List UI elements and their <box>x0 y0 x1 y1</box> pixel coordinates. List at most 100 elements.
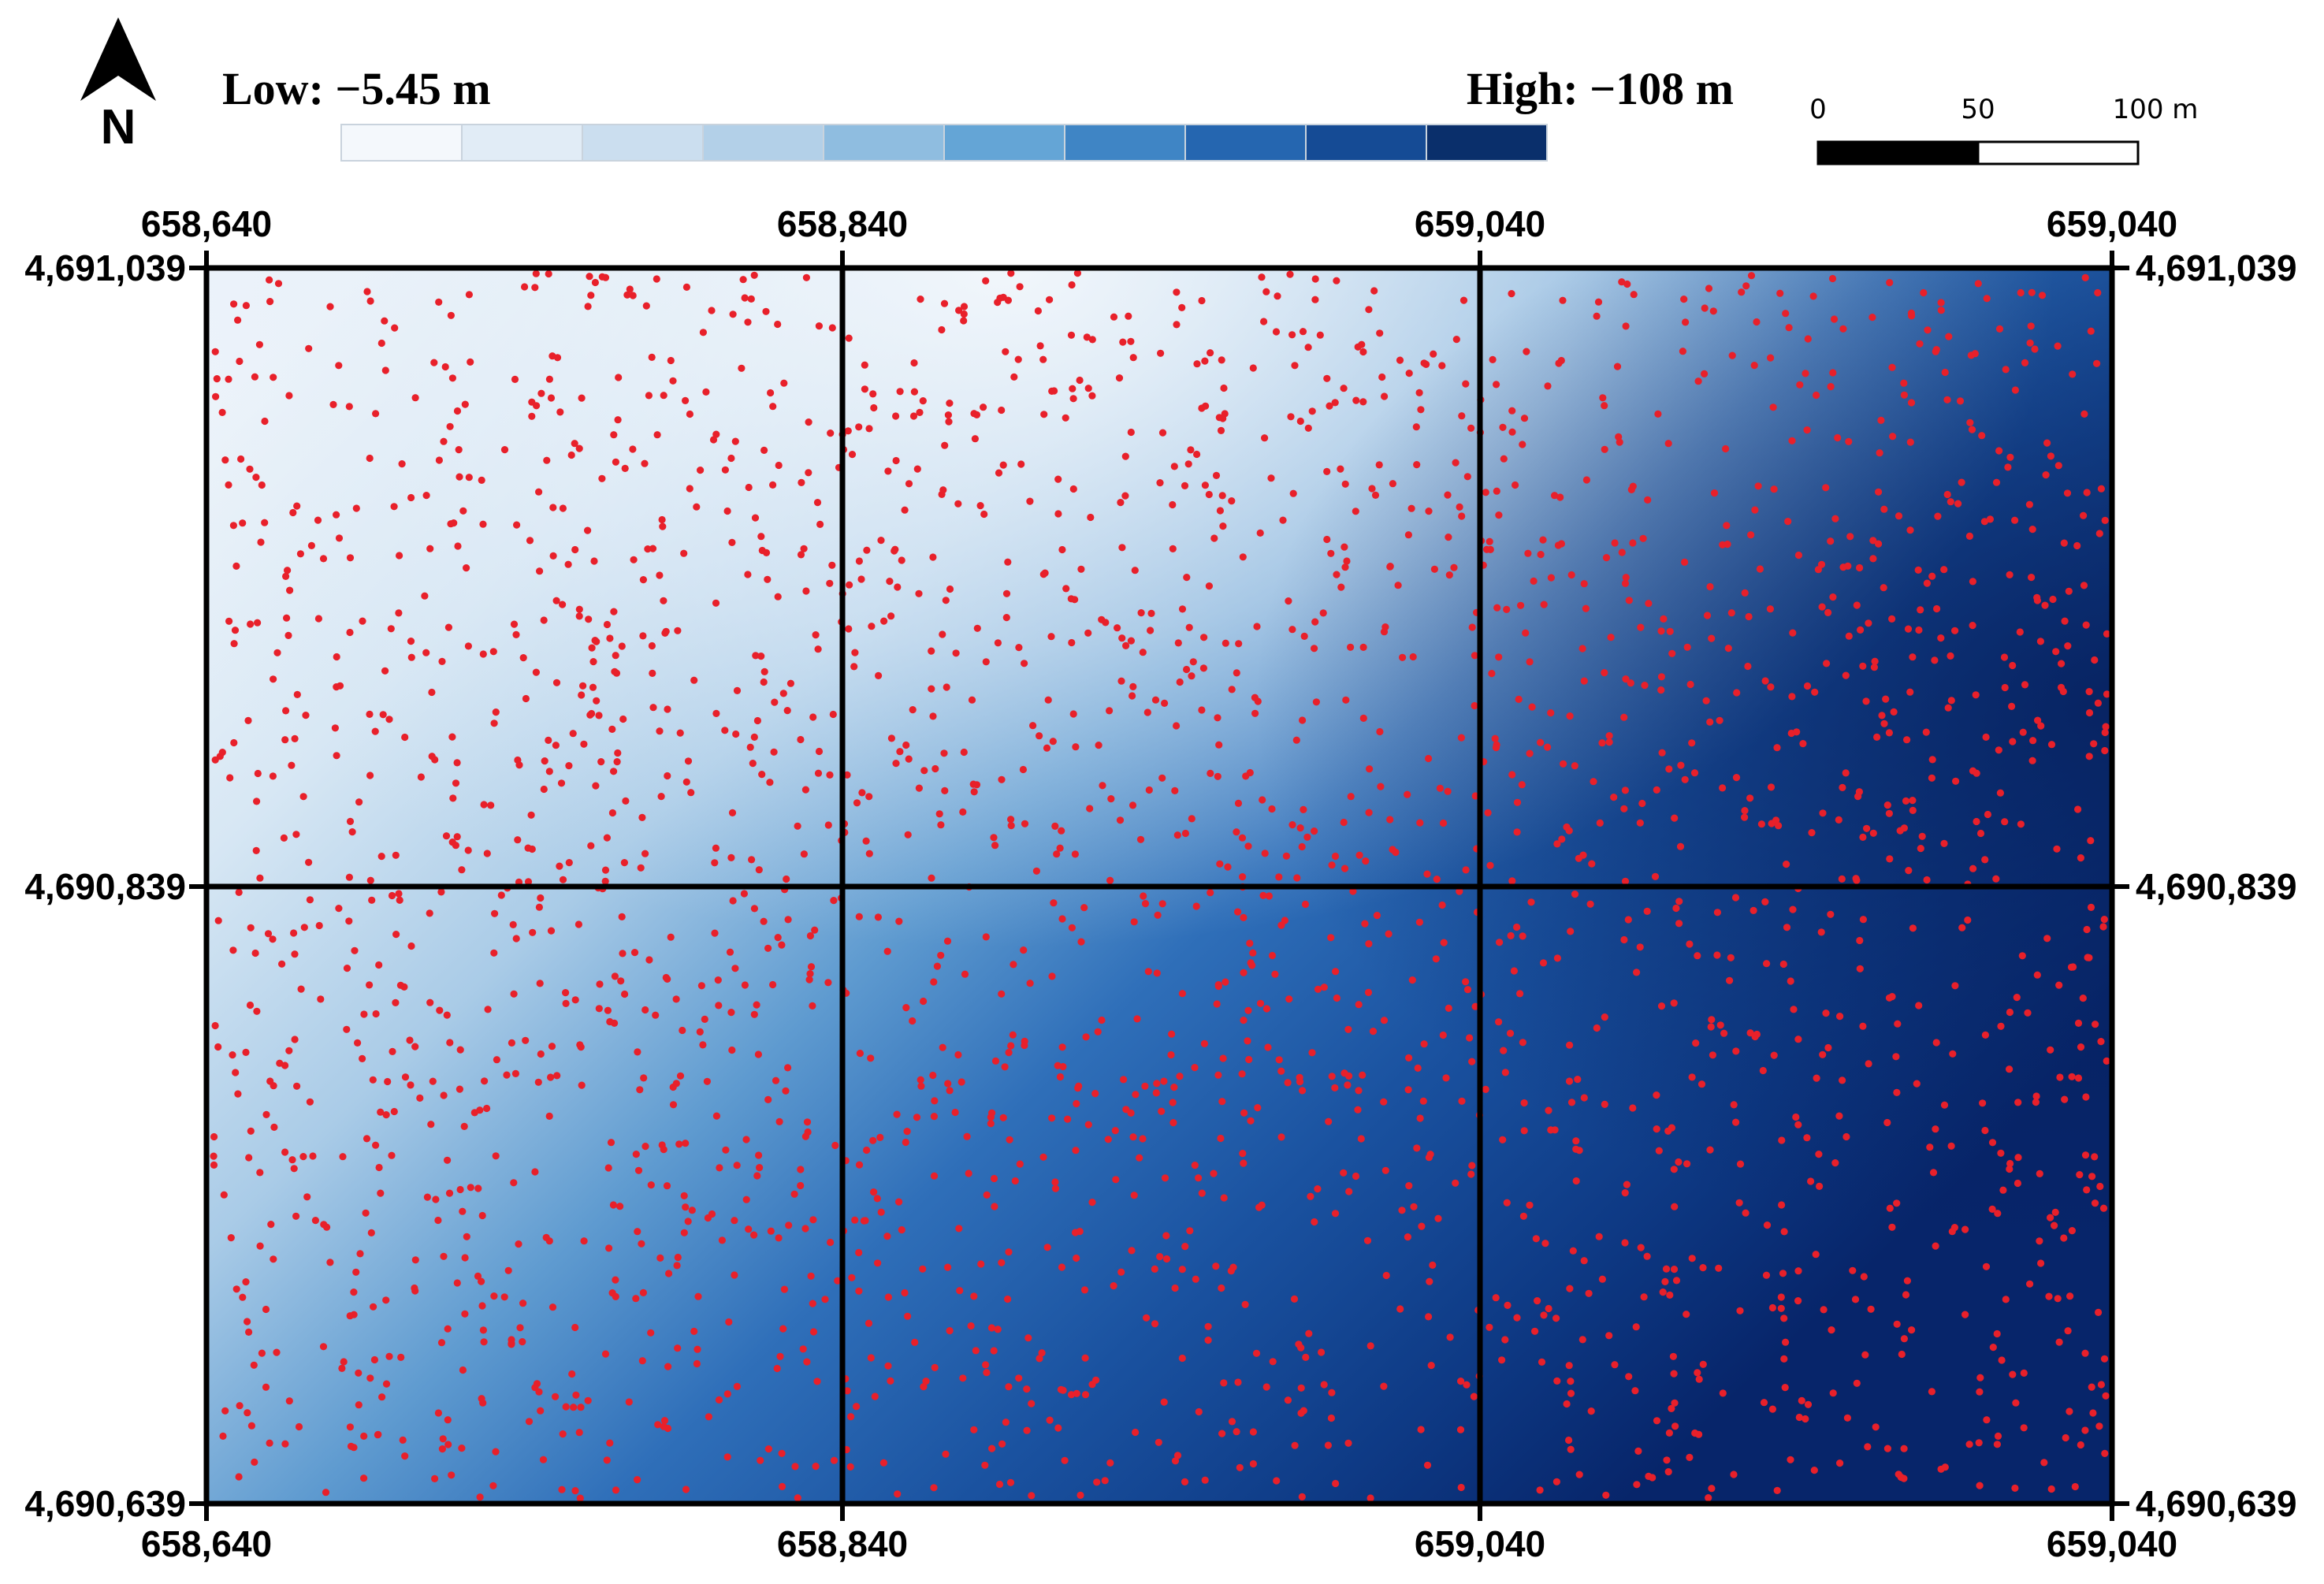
sample-point <box>653 275 660 283</box>
sample-point <box>751 514 760 522</box>
sample-point <box>1900 824 1908 832</box>
sample-point <box>1611 1361 1619 1369</box>
sample-point <box>1834 433 1842 442</box>
sample-point <box>1916 340 1924 348</box>
sample-point <box>827 1238 835 1247</box>
sample-point <box>351 946 359 954</box>
sample-point <box>715 1002 723 1010</box>
sample-point <box>1333 994 1340 1002</box>
sample-point <box>910 359 918 367</box>
sample-point <box>1623 280 1631 288</box>
sample-point <box>1571 891 1579 898</box>
sample-point <box>1178 605 1187 613</box>
sample-point <box>382 1296 390 1304</box>
sample-point <box>2085 954 2093 961</box>
sample-point <box>664 1363 672 1370</box>
sample-point <box>245 1154 253 1162</box>
sample-point <box>377 339 385 348</box>
sample-point <box>1303 833 1311 841</box>
sample-point <box>1778 1136 1786 1144</box>
sample-point <box>335 534 344 542</box>
sample-point <box>1923 579 1931 587</box>
sample-point <box>625 1398 633 1406</box>
sample-point <box>1917 845 1924 853</box>
sample-point <box>281 1148 289 1156</box>
sample-point <box>812 1463 820 1471</box>
sample-point <box>545 1112 553 1120</box>
sample-point <box>1972 691 1980 699</box>
sample-point <box>247 1127 255 1135</box>
sample-point <box>2088 1173 2096 1181</box>
sample-point <box>529 928 537 936</box>
sample-point <box>657 793 665 801</box>
sample-point <box>2026 1280 2034 1288</box>
sample-point <box>379 711 387 719</box>
sample-point <box>1657 686 1665 694</box>
sample-point <box>448 733 456 741</box>
sample-point <box>435 456 444 464</box>
sample-point <box>1931 656 1939 664</box>
sample-point <box>586 273 593 281</box>
sample-point <box>1653 1091 1660 1099</box>
sample-point <box>1969 622 1976 630</box>
sample-point <box>306 1098 314 1106</box>
sample-point <box>1644 496 1652 504</box>
sample-point <box>967 1322 975 1330</box>
sample-point <box>1742 1209 1750 1217</box>
sample-point <box>990 1174 998 1183</box>
sample-point <box>1710 489 1719 497</box>
sample-point <box>1909 924 1917 932</box>
sample-point <box>2009 1370 2017 1378</box>
sample-point <box>381 317 389 325</box>
sample-point <box>811 926 819 934</box>
sample-point <box>440 437 448 445</box>
sample-point <box>1438 901 1446 909</box>
sample-point <box>1219 522 1227 530</box>
sample-point <box>1048 972 1056 980</box>
sample-point <box>574 920 583 928</box>
sample-point <box>281 1440 289 1448</box>
sample-point <box>809 1328 818 1336</box>
sample-point <box>548 1303 557 1311</box>
sample-point <box>766 779 774 786</box>
sample-point <box>448 1471 456 1479</box>
sample-point <box>345 873 353 881</box>
sample-point <box>578 691 586 699</box>
sample-point <box>779 1325 787 1333</box>
sample-point <box>614 749 622 757</box>
sample-point <box>935 810 943 818</box>
sample-point <box>1036 342 1044 350</box>
sample-point <box>1160 1077 1168 1085</box>
sample-point <box>1285 995 1293 1003</box>
sample-point <box>605 1244 613 1252</box>
sample-point <box>1593 1024 1601 1032</box>
sample-point <box>830 1456 838 1464</box>
sample-point <box>303 1193 311 1201</box>
sample-point <box>1140 892 1147 900</box>
sample-point <box>816 520 824 529</box>
sample-point <box>1233 669 1240 677</box>
sample-point <box>552 742 560 749</box>
sample-point <box>428 688 436 697</box>
sample-point <box>1381 623 1389 631</box>
sample-point <box>791 1463 799 1471</box>
sample-point <box>1526 749 1534 757</box>
sample-point <box>809 1216 817 1224</box>
sample-point <box>1924 326 1932 334</box>
sample-point <box>2006 1159 2014 1168</box>
sample-point <box>1169 500 1177 509</box>
sample-point <box>1271 970 1279 978</box>
sample-point <box>1228 686 1236 693</box>
sample-point <box>1345 1072 1353 1080</box>
sample-point <box>875 671 883 680</box>
sample-point <box>1905 867 1913 875</box>
sample-point <box>960 303 969 310</box>
sample-point <box>1622 574 1630 582</box>
sample-point <box>874 1259 882 1267</box>
sample-point <box>1083 333 1091 341</box>
sample-point <box>516 1324 524 1332</box>
sample-point <box>1106 1459 1114 1467</box>
sample-point <box>1981 1031 1989 1039</box>
sample-point <box>2062 1433 2069 1442</box>
sample-point <box>780 379 788 387</box>
